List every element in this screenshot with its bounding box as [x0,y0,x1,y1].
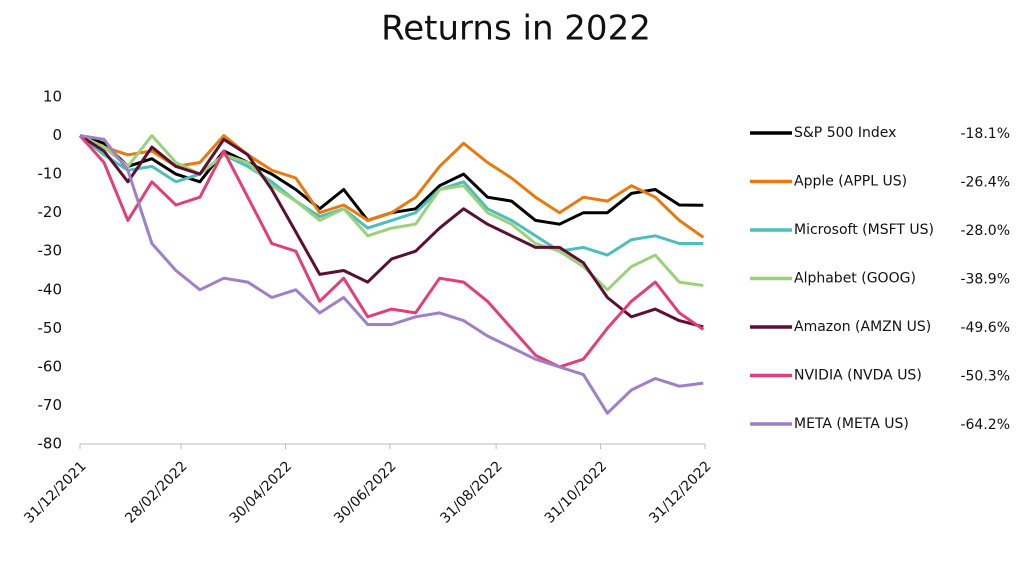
legend-value: -64.2% [960,417,1010,433]
legend-value: -50.3% [960,369,1010,385]
series-line [79,134,705,239]
series-line [79,134,704,415]
y-tick-label: -60 [38,357,63,375]
legend-value: -49.6% [960,320,1010,336]
legend-label: Apple (APPL US) [794,174,907,190]
x-tick-label: 30/04/2022 [227,458,295,526]
legend-label: Amazon (AMZN US) [794,319,931,335]
x-tick-label: 30/06/2022 [331,458,399,526]
series-line [79,134,704,329]
legend-label: META (META US) [794,416,909,432]
y-tick-label: -40 [38,280,63,298]
y-tick-label: -50 [38,319,63,337]
series-line [79,134,704,257]
x-tick-label: 28/02/2022 [122,458,190,526]
legend-value: -26.4% [960,175,1010,191]
legend-label: NVIDIA (NVDA US) [794,368,922,384]
legend-label: Alphabet (GOOG) [794,271,916,287]
x-tick-label: 31/12/2022 [646,458,714,526]
legend-value: -38.9% [960,272,1010,288]
y-tick-label: -30 [38,242,63,260]
series-line [79,134,704,292]
legend-label: Microsoft (MSFT US) [794,222,934,238]
y-tick-label: 0 [52,126,62,144]
x-tick-label: 31/12/2021 [21,458,89,526]
legend-value: -18.1% [960,126,1010,142]
y-tick-label: -20 [38,203,63,221]
x-tick-label: 31/10/2022 [542,458,610,526]
series-line [78,134,705,369]
y-tick-label: -80 [38,435,63,453]
legend-value: -28.0% [960,223,1010,239]
legend-label: S&P 500 Index [794,125,896,141]
y-tick-label: -70 [38,396,63,414]
y-tick-label: 10 [43,88,62,106]
x-tick-label: 31/08/2022 [437,458,505,526]
y-tick-label: -10 [38,165,63,183]
chart-title: Returns in 2022 [381,9,651,49]
